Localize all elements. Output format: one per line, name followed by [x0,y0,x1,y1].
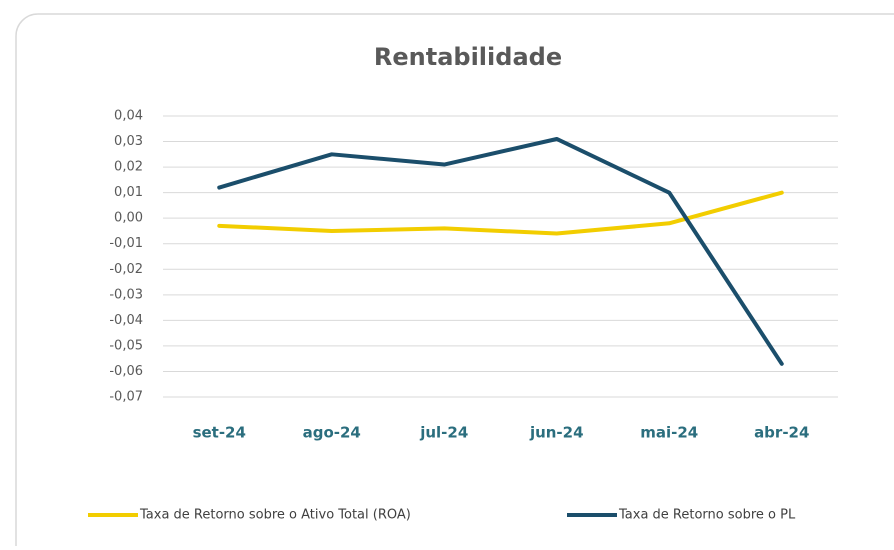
y-tick-label: 0,02 [114,160,143,175]
y-tick-label: -0,06 [109,364,143,379]
card [15,13,894,550]
y-tick-label: -0,05 [109,338,143,353]
x-tick-label: jun-24 [529,424,584,442]
chart-title: Rentabilidade [374,43,562,71]
x-tick-label: abr-24 [754,424,809,442]
y-tick-label: -0,03 [109,287,143,302]
y-tick-label: -0,01 [109,236,143,251]
legend-label: Taxa de Retorno sobre o PL [618,508,796,523]
y-tick-label: 0,03 [114,134,143,149]
y-tick-label: 0,00 [114,211,143,226]
y-tick-label: -0,02 [109,262,143,277]
y-tick-label: 0,04 [114,109,143,124]
x-tick-label: ago-24 [303,424,361,442]
x-tick-label: jul-24 [419,424,468,442]
y-tick-label: 0,01 [114,185,143,200]
series-line [217,136,784,366]
legend-label: Taxa de Retorno sobre o Ativo Total (ROA… [139,508,411,523]
x-tick-label: set-24 [193,424,246,442]
x-tick-label: mai-24 [640,424,698,442]
y-tick-label: -0,04 [109,313,143,328]
y-tick-label: -0,07 [109,390,143,405]
